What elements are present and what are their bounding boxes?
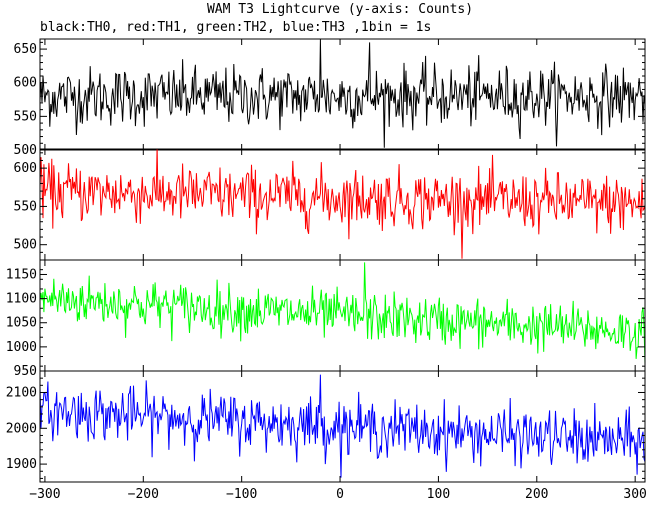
- series-th0-line: [40, 39, 645, 148]
- y-tick-label: 1150: [6, 267, 37, 282]
- y-tick-label: 2100: [6, 385, 37, 400]
- y-tick-label: 550: [14, 199, 37, 214]
- y-tick-label: 1100: [6, 292, 37, 307]
- panel-th0: 500 550 600 650: [14, 38, 646, 158]
- y-tick-label: 2000: [6, 421, 37, 436]
- y-tick-label: 600: [14, 161, 37, 176]
- y-tick-label: 500: [14, 238, 37, 253]
- series-th2-line: [40, 262, 645, 365]
- x-tick-label: −100: [226, 487, 257, 502]
- chart-subtitle: black:TH0, red:TH1, green:TH2, blue:TH3 …: [40, 20, 431, 35]
- x-tick-label: −300: [29, 487, 60, 502]
- x-tick-label: 300: [623, 487, 646, 502]
- y-tick-label: 550: [14, 109, 37, 124]
- y-tick-label: 1000: [6, 340, 37, 355]
- series-th1-line: [40, 149, 645, 259]
- panel-frame: [39, 38, 646, 151]
- panel-th1: 500 550 600: [14, 148, 646, 261]
- y-tick-label: 950: [14, 364, 37, 379]
- y-tick-label: 1050: [6, 316, 37, 331]
- y-tick-label: 600: [14, 76, 37, 91]
- panel-th2: 950 1000 1050 1100 1150: [6, 259, 646, 379]
- y-tick-label: 650: [14, 42, 37, 57]
- x-axis: −300 −200 −100 0 100 200 300: [29, 487, 647, 502]
- panel-frame: [39, 370, 646, 483]
- x-tick-label: −200: [128, 487, 159, 502]
- panel-th3: 1900 2000 2100: [6, 370, 646, 483]
- panel-group: 500 550 600 650 500 550 600 950 1000 1050 1100 1150…: [6, 38, 646, 483]
- x-tick-label: 0: [336, 487, 344, 502]
- y-tick-label: 1900: [6, 457, 37, 472]
- chart-title: WAM T3 Lightcurve (y-axis: Counts): [207, 2, 473, 17]
- series-th3-line: [40, 374, 645, 478]
- x-tick-label: 200: [525, 487, 548, 502]
- x-tick-label: 100: [427, 487, 450, 502]
- y-tick-label: 500: [14, 143, 37, 158]
